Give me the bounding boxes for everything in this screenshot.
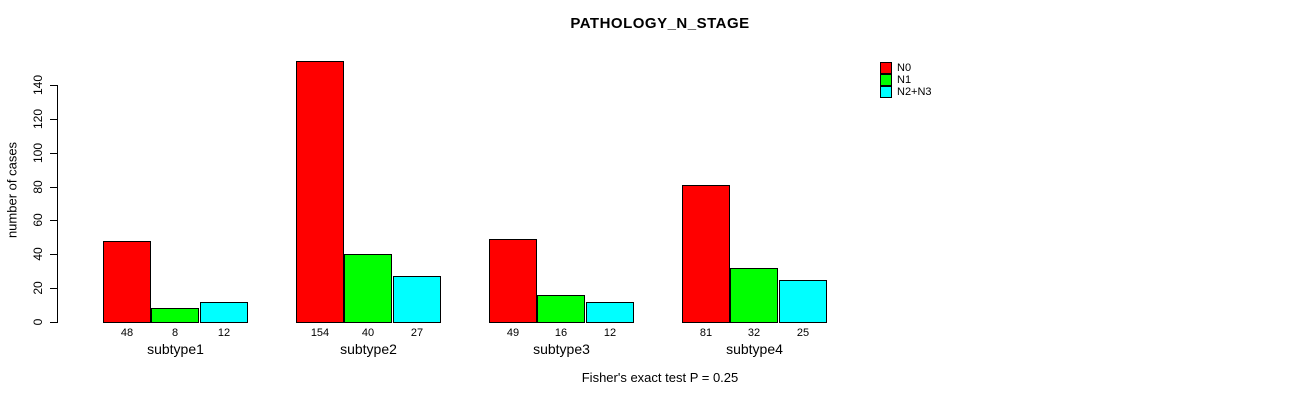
bar-value-label: 8 bbox=[171, 327, 179, 339]
bar-n1-subtype2 bbox=[344, 254, 392, 323]
y-tick-mark bbox=[50, 254, 57, 256]
y-tick-label: 60 bbox=[31, 213, 45, 228]
legend-swatch-icon bbox=[880, 74, 892, 86]
bar-n1-subtype4 bbox=[730, 268, 778, 323]
y-tick-label: 0 bbox=[31, 318, 45, 326]
chart-title: PATHOLOGY_N_STAGE bbox=[570, 15, 750, 32]
legend: N0 N1 N2+N3 bbox=[880, 62, 932, 98]
legend-item-n1: N1 bbox=[880, 74, 932, 86]
legend-swatch-icon bbox=[880, 62, 892, 74]
y-tick-label: 40 bbox=[31, 247, 45, 261]
bar-value-label: 16 bbox=[554, 327, 568, 339]
y-tick-mark bbox=[50, 186, 57, 188]
y-tick-label: 100 bbox=[31, 142, 45, 163]
category-label-subtype4: subtype4 bbox=[726, 341, 783, 357]
y-axis-line bbox=[57, 85, 58, 323]
y-tick-label: 120 bbox=[31, 108, 45, 129]
category-label-subtype2: subtype2 bbox=[340, 341, 397, 357]
bar-value-label: 12 bbox=[217, 327, 231, 339]
y-tick-label: 20 bbox=[31, 281, 45, 295]
bar-value-label: 32 bbox=[747, 327, 761, 339]
y-tick-mark bbox=[50, 118, 57, 120]
bar-n1-subtype3 bbox=[537, 295, 585, 323]
legend-label: N0 bbox=[897, 62, 912, 74]
legend-swatch-icon bbox=[880, 86, 892, 98]
bar-n0-subtype1 bbox=[103, 241, 151, 323]
legend-label: N2+N3 bbox=[897, 86, 932, 98]
bar-n0-subtype4 bbox=[682, 185, 730, 323]
bar-n0-subtype3 bbox=[489, 239, 537, 323]
y-axis-label: number of cases bbox=[4, 141, 20, 239]
bar-n1-subtype1 bbox=[151, 308, 199, 323]
bar-n2-n3-subtype1 bbox=[200, 302, 248, 323]
y-tick-label: 140 bbox=[31, 74, 45, 96]
bar-n2-n3-subtype2 bbox=[393, 276, 441, 323]
bar-value-label: 12 bbox=[603, 327, 617, 339]
legend-item-n0: N0 bbox=[880, 62, 932, 74]
y-tick-mark bbox=[50, 220, 57, 222]
y-tick-mark bbox=[50, 288, 57, 290]
bar-value-label: 154 bbox=[310, 327, 330, 339]
legend-label: N1 bbox=[897, 74, 912, 86]
bar-value-label: 40 bbox=[361, 327, 375, 339]
fisher-test-annotation: Fisher's exact test P = 0.25 bbox=[581, 370, 739, 385]
category-label-subtype3: subtype3 bbox=[533, 341, 590, 357]
bar-n0-subtype2 bbox=[296, 61, 344, 323]
bar-value-label: 25 bbox=[796, 327, 810, 339]
y-tick-mark bbox=[50, 322, 57, 323]
bar-value-label: 49 bbox=[506, 327, 520, 339]
category-label-subtype1: subtype1 bbox=[147, 341, 204, 357]
y-tick-mark bbox=[50, 85, 57, 86]
legend-item-n2-n3: N2+N3 bbox=[880, 86, 932, 98]
y-tick-label: 80 bbox=[31, 179, 45, 194]
bar-value-label: 27 bbox=[410, 327, 424, 339]
bar-value-label: 48 bbox=[120, 327, 134, 339]
bar-value-label: 81 bbox=[699, 327, 713, 339]
bar-n2-n3-subtype4 bbox=[779, 280, 827, 323]
bar-n2-n3-subtype3 bbox=[586, 302, 634, 323]
y-tick-mark bbox=[50, 152, 57, 154]
